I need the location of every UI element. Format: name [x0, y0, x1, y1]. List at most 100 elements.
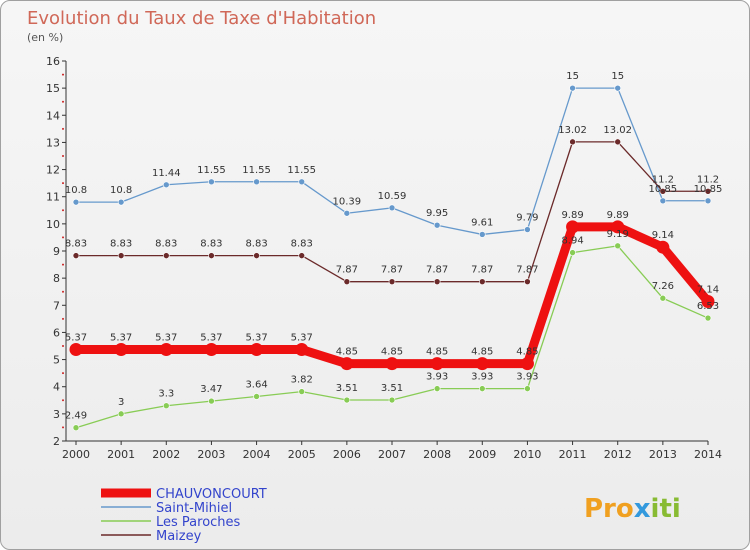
y-tick-label: 6 — [53, 326, 60, 339]
data-label: 3.51 — [381, 383, 403, 394]
y-tick-label: 11 — [46, 191, 60, 204]
data-label: 5.37 — [65, 333, 87, 344]
x-tick-label: 2007 — [378, 448, 406, 461]
data-label: 7.87 — [471, 265, 493, 276]
data-label: 3.51 — [336, 383, 358, 394]
data-label: 3.47 — [200, 384, 222, 395]
data-point — [569, 138, 576, 146]
data-point — [340, 357, 354, 371]
data-label: 9.79 — [516, 213, 538, 224]
data-point — [478, 278, 486, 285]
data-label: 4.85 — [381, 347, 403, 358]
y-minor-tick — [62, 426, 64, 429]
data-point — [704, 187, 712, 195]
data-point — [701, 294, 715, 308]
data-label: 7.87 — [381, 265, 403, 276]
data-label: 4.85 — [471, 347, 493, 358]
data-label: 9.19 — [607, 229, 629, 240]
legend-label: CHAUVONCOURT — [156, 487, 267, 502]
data-label: 7.14 — [697, 284, 719, 295]
data-point — [298, 178, 306, 186]
data-point — [253, 178, 260, 186]
y-tick-label: 9 — [53, 245, 60, 258]
data-point — [611, 220, 625, 234]
y-tick-label: 4 — [53, 381, 60, 394]
data-point — [204, 343, 218, 357]
data-label: 5.37 — [291, 333, 313, 344]
data-label: 8.83 — [291, 239, 313, 250]
data-point — [72, 252, 80, 259]
data-label: 5.37 — [110, 333, 132, 344]
data-point — [388, 204, 396, 212]
data-point — [433, 221, 441, 229]
data-label: 3.64 — [245, 379, 267, 390]
data-label: 7.87 — [516, 265, 538, 276]
data-point — [343, 396, 351, 404]
data-label: 5.37 — [245, 333, 267, 344]
data-label: 4.85 — [426, 347, 448, 358]
data-point — [117, 410, 125, 418]
data-label: 3.93 — [471, 372, 493, 383]
x-tick-label: 2012 — [604, 448, 632, 461]
data-point — [253, 252, 260, 259]
legend-label: Maizey — [156, 529, 202, 544]
data-label: 11.2 — [652, 174, 674, 185]
data-label: 7.87 — [426, 265, 448, 276]
data-point — [208, 397, 215, 405]
data-point — [117, 198, 125, 206]
data-label: 8.83 — [200, 239, 222, 250]
y-minor-tick — [62, 236, 64, 239]
y-minor-tick — [62, 372, 64, 375]
data-label: 11.55 — [197, 165, 226, 176]
data-point — [69, 343, 83, 357]
data-point — [614, 84, 622, 92]
y-tick-label: 14 — [46, 109, 60, 122]
data-label: 11.2 — [697, 174, 719, 185]
data-label: 5.37 — [200, 333, 222, 344]
data-label: 9.89 — [607, 210, 629, 221]
x-tick-label: 2014 — [694, 448, 722, 461]
data-point — [524, 385, 531, 392]
data-label: 13.02 — [558, 125, 587, 136]
data-label: 9.89 — [561, 210, 583, 221]
data-label: 15 — [566, 71, 579, 82]
data-point — [162, 181, 170, 189]
y-tick-label: 10 — [46, 218, 60, 231]
y-minor-tick — [62, 73, 64, 76]
y-minor-tick — [62, 317, 64, 320]
data-point — [659, 294, 667, 302]
data-point — [430, 357, 444, 371]
data-label: 3.82 — [291, 375, 313, 386]
logo-part2: iti — [651, 494, 681, 524]
data-point — [659, 197, 667, 205]
x-tick-label: 2001 — [107, 448, 135, 461]
data-point — [569, 84, 576, 92]
x-tick-label: 2003 — [197, 448, 225, 461]
y-tick-label: 12 — [46, 164, 60, 177]
data-point — [478, 231, 486, 238]
data-label: 10.8 — [110, 185, 132, 196]
data-point — [295, 343, 309, 357]
x-tick-label: 2013 — [649, 448, 677, 461]
data-label: 3.93 — [426, 372, 448, 383]
data-label: 4.85 — [336, 347, 358, 358]
data-label: 15 — [611, 71, 624, 82]
y-tick-label: 13 — [46, 136, 60, 149]
y-minor-tick — [62, 155, 64, 157]
proxiti-logo: Proxiti — [584, 494, 681, 524]
data-label: 8.94 — [561, 236, 583, 247]
chart-title: Evolution du Taux de Taxe d'Habitation — [27, 8, 376, 29]
data-point — [162, 402, 170, 410]
data-point — [478, 385, 486, 392]
data-point — [659, 187, 667, 195]
data-point — [385, 357, 399, 371]
data-point — [72, 424, 80, 432]
data-label: 8.83 — [65, 239, 87, 250]
y-tick-label: 15 — [46, 82, 60, 95]
y-tick-label: 7 — [53, 299, 60, 312]
x-tick-label: 2000 — [62, 448, 90, 461]
data-point — [208, 178, 215, 186]
